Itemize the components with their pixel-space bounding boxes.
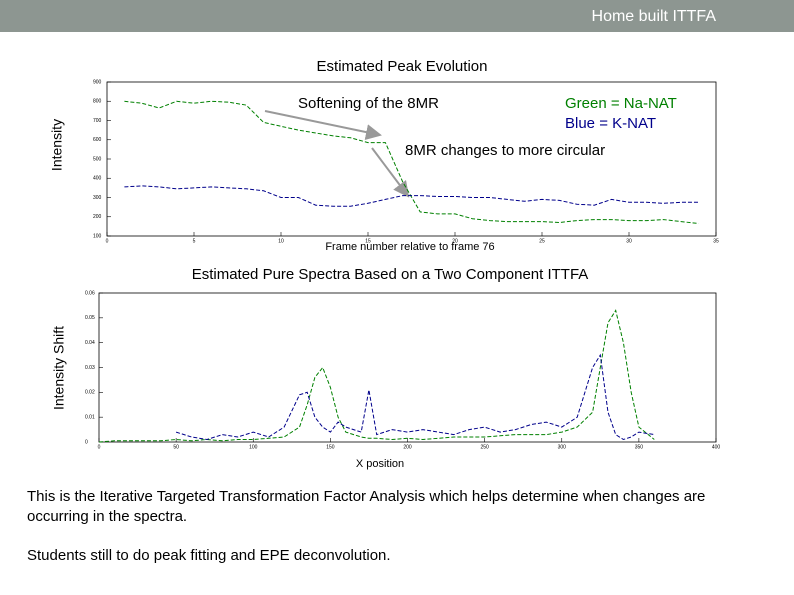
y-axis-label: Intensity xyxy=(49,119,65,171)
series-line xyxy=(98,309,655,443)
y-axis-label: Intensity Shift xyxy=(51,326,67,410)
y-tick-label: 100 xyxy=(93,233,102,239)
body-text: This is the Iterative Targeted Transform… xyxy=(27,488,706,525)
series-line xyxy=(124,185,699,207)
y-tick-label: 0.06 xyxy=(85,290,95,296)
x-tick-label: 150 xyxy=(326,444,335,450)
x-tick-label: 400 xyxy=(712,444,721,450)
arrow xyxy=(371,147,410,198)
x-tick-label: 10 xyxy=(278,238,284,244)
x-tick-label: 20 xyxy=(452,238,458,244)
y-tick-label: 0.02 xyxy=(85,390,95,396)
y-tick-label: 0.03 xyxy=(85,365,95,371)
y-tick-label: 900 xyxy=(93,79,102,85)
y-tick-label: 300 xyxy=(93,195,102,201)
x-axis-label: X position xyxy=(356,458,404,470)
x-tick-label: 0 xyxy=(106,238,109,244)
legend-entry: Green = Na-NAT xyxy=(565,95,677,112)
body-text: Students still to do peak fitting and EP… xyxy=(27,547,391,564)
x-tick-label: 50 xyxy=(173,444,179,450)
y-tick-label: 800 xyxy=(93,99,102,105)
plot-area xyxy=(98,292,717,443)
legend-entry: Blue = K-NAT xyxy=(565,115,656,132)
y-tick-label: 0 xyxy=(85,439,88,445)
x-tick-label: 25 xyxy=(539,238,545,244)
x-tick-label: 350 xyxy=(635,444,644,450)
x-tick-label: 5 xyxy=(193,238,196,244)
y-tick-label: 0.05 xyxy=(85,315,95,321)
x-tick-label: 15 xyxy=(365,238,371,244)
y-tick-label: 700 xyxy=(93,118,102,124)
header-title: Home built ITTFA xyxy=(591,8,716,25)
chart-title: Estimated Pure Spectra Based on a Two Co… xyxy=(192,266,589,283)
x-tick-label: 35 xyxy=(713,238,719,244)
chart-title: Estimated Peak Evolution xyxy=(317,58,488,75)
x-tick-label: 200 xyxy=(403,444,412,450)
header-bar: Home built ITTFA xyxy=(0,0,794,32)
arrow xyxy=(264,110,382,140)
annotation: Softening of the 8MR xyxy=(298,95,439,112)
x-tick-label: 300 xyxy=(558,444,567,450)
y-tick-label: 0.04 xyxy=(85,340,95,346)
series-line xyxy=(124,100,699,224)
x-axis-label: Frame number relative to frame 76 xyxy=(325,241,494,253)
x-tick-label: 100 xyxy=(249,444,258,450)
series-line xyxy=(175,353,655,441)
y-tick-label: 400 xyxy=(93,176,102,182)
y-tick-label: 600 xyxy=(93,137,102,143)
x-tick-label: 0 xyxy=(98,444,101,450)
y-tick-label: 200 xyxy=(93,214,102,220)
y-tick-label: 0.01 xyxy=(85,414,95,420)
x-tick-label: 30 xyxy=(626,238,632,244)
y-tick-label: 500 xyxy=(93,156,102,162)
annotation: 8MR changes to more circular xyxy=(405,142,605,159)
x-tick-label: 250 xyxy=(480,444,489,450)
